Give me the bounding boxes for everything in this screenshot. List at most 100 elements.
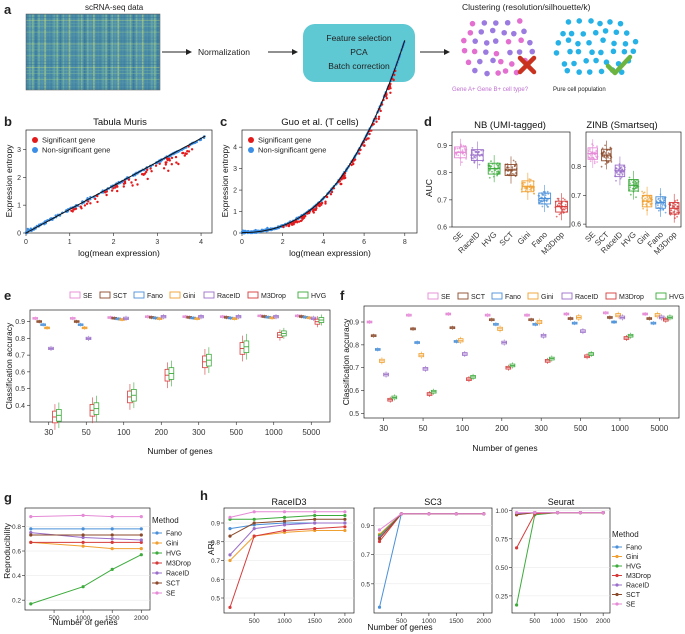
panel-c-title: Guo et al. (T cells) [281, 117, 358, 128]
panel-b-ylabel: Expression entropy [4, 144, 14, 218]
heatmap-row [26, 64, 160, 66]
cell-dot [501, 29, 507, 36]
y-tick-label: 0.6 [571, 222, 581, 229]
pipeline-box [303, 24, 415, 82]
legend-point [155, 541, 159, 545]
heatmap-stripe [80, 14, 83, 90]
sig-gene-dot [162, 167, 166, 170]
series-line [30, 541, 142, 550]
heatmap-stripe [105, 14, 107, 90]
y-tick-label: 0.7 [15, 353, 25, 360]
auc-dot [596, 161, 598, 163]
series-point [343, 528, 347, 533]
cross-icon [517, 55, 537, 75]
auc-dot [458, 147, 461, 150]
auc-dot [634, 183, 637, 185]
scrna-heatmap [25, 13, 161, 91]
panel-label-h: h [200, 488, 208, 503]
x-tick-label: 500 [49, 615, 60, 622]
auc-dot [642, 192, 645, 195]
heatmap-stripe [41, 14, 43, 90]
legend-point [155, 531, 159, 535]
panel-f-xlabel: Number of genes [472, 443, 537, 453]
series-point [81, 533, 85, 537]
heatmap-row [26, 55, 160, 57]
panel-h-legend-title: Method [612, 530, 639, 539]
sig-gene-dot [374, 117, 378, 120]
sig-gene-dot [96, 194, 99, 198]
heatmap-row [26, 16, 160, 18]
auc-dot [490, 160, 492, 163]
series-point [515, 603, 519, 607]
heatmap-stripe [32, 14, 34, 90]
panel-g: g 0.2 0.4 0.6 0.8 500 1000 1500 2000 Number of … [2, 490, 191, 627]
x-tick-label: 1000 [265, 428, 283, 437]
legend-label: Fano [166, 531, 182, 538]
panel-c-ylabel: Expression entropy [220, 144, 230, 218]
series-line [30, 554, 142, 605]
auc-dot [558, 202, 560, 205]
legend-label: SE [441, 294, 451, 301]
cell-dot [568, 30, 575, 37]
series-point [139, 538, 143, 542]
heatmap-row [26, 46, 160, 48]
auc-dot [515, 162, 518, 165]
heatmap-stripe [151, 14, 153, 90]
sig-gene-dot [122, 185, 126, 188]
cell-dot [521, 28, 527, 35]
auc-dot [661, 206, 663, 208]
cell-dot [588, 18, 594, 24]
auc-dot [601, 147, 604, 150]
series-point [343, 513, 347, 518]
y-tick-label: 0.5 [361, 581, 370, 588]
sig-gene-dot [149, 167, 152, 170]
auc-dot [565, 207, 567, 210]
panel-f-ylabel: Classification accuracy [341, 318, 351, 405]
auc-dot [649, 196, 651, 199]
auc-dot [622, 165, 625, 168]
panel-c-xlabel: log(mean expression) [289, 248, 371, 258]
series-point [228, 515, 232, 520]
auc-dot [496, 170, 498, 173]
y-tick-label: 0.6 [349, 388, 359, 395]
auc-dot [555, 215, 558, 218]
auc-dot [461, 149, 464, 152]
legend-box [561, 292, 573, 300]
auc-dot [543, 199, 546, 202]
auc-dot [607, 152, 610, 155]
heatmap-stripe [53, 14, 56, 90]
series-point [515, 513, 519, 517]
legend-label: M3Drop [619, 294, 644, 301]
sig-gene-dot [301, 217, 305, 220]
auc-dot [635, 181, 638, 184]
sig-gene-dot [123, 181, 127, 185]
sig-gene-dot [329, 193, 333, 196]
y-tick-label: 0.9 [349, 320, 359, 327]
auc-dot [489, 165, 492, 167]
auc-dot [676, 205, 679, 208]
sig-gene-dot [181, 151, 184, 155]
sig-gene-dot [384, 94, 388, 98]
series-point [228, 558, 232, 563]
series-point [139, 553, 143, 557]
auc-dot [471, 147, 474, 149]
auc-dot [540, 199, 543, 202]
x-tick-label: 1000 [277, 618, 292, 625]
auc-dot [491, 170, 493, 173]
legend-sig-dot [248, 137, 254, 143]
x-tick-label: 1500 [307, 618, 322, 625]
y-tick-label: 2 [233, 188, 237, 195]
auc-dot [562, 197, 564, 200]
auc-dot [497, 170, 500, 173]
auc-dot [506, 165, 509, 167]
sig-gene-dot [131, 184, 134, 187]
series-point [399, 512, 403, 516]
panel-b: b Tabula Muris Significant gene Non-sign… [4, 114, 213, 258]
x-tick-label: 2000 [134, 615, 149, 622]
y-tick-label: 1.00 [495, 508, 508, 515]
heatmap-stripe [111, 14, 113, 90]
cell-dot [513, 69, 520, 76]
auc-dot [602, 151, 605, 154]
legend-label: HVG [626, 564, 641, 571]
series-point [81, 544, 85, 548]
